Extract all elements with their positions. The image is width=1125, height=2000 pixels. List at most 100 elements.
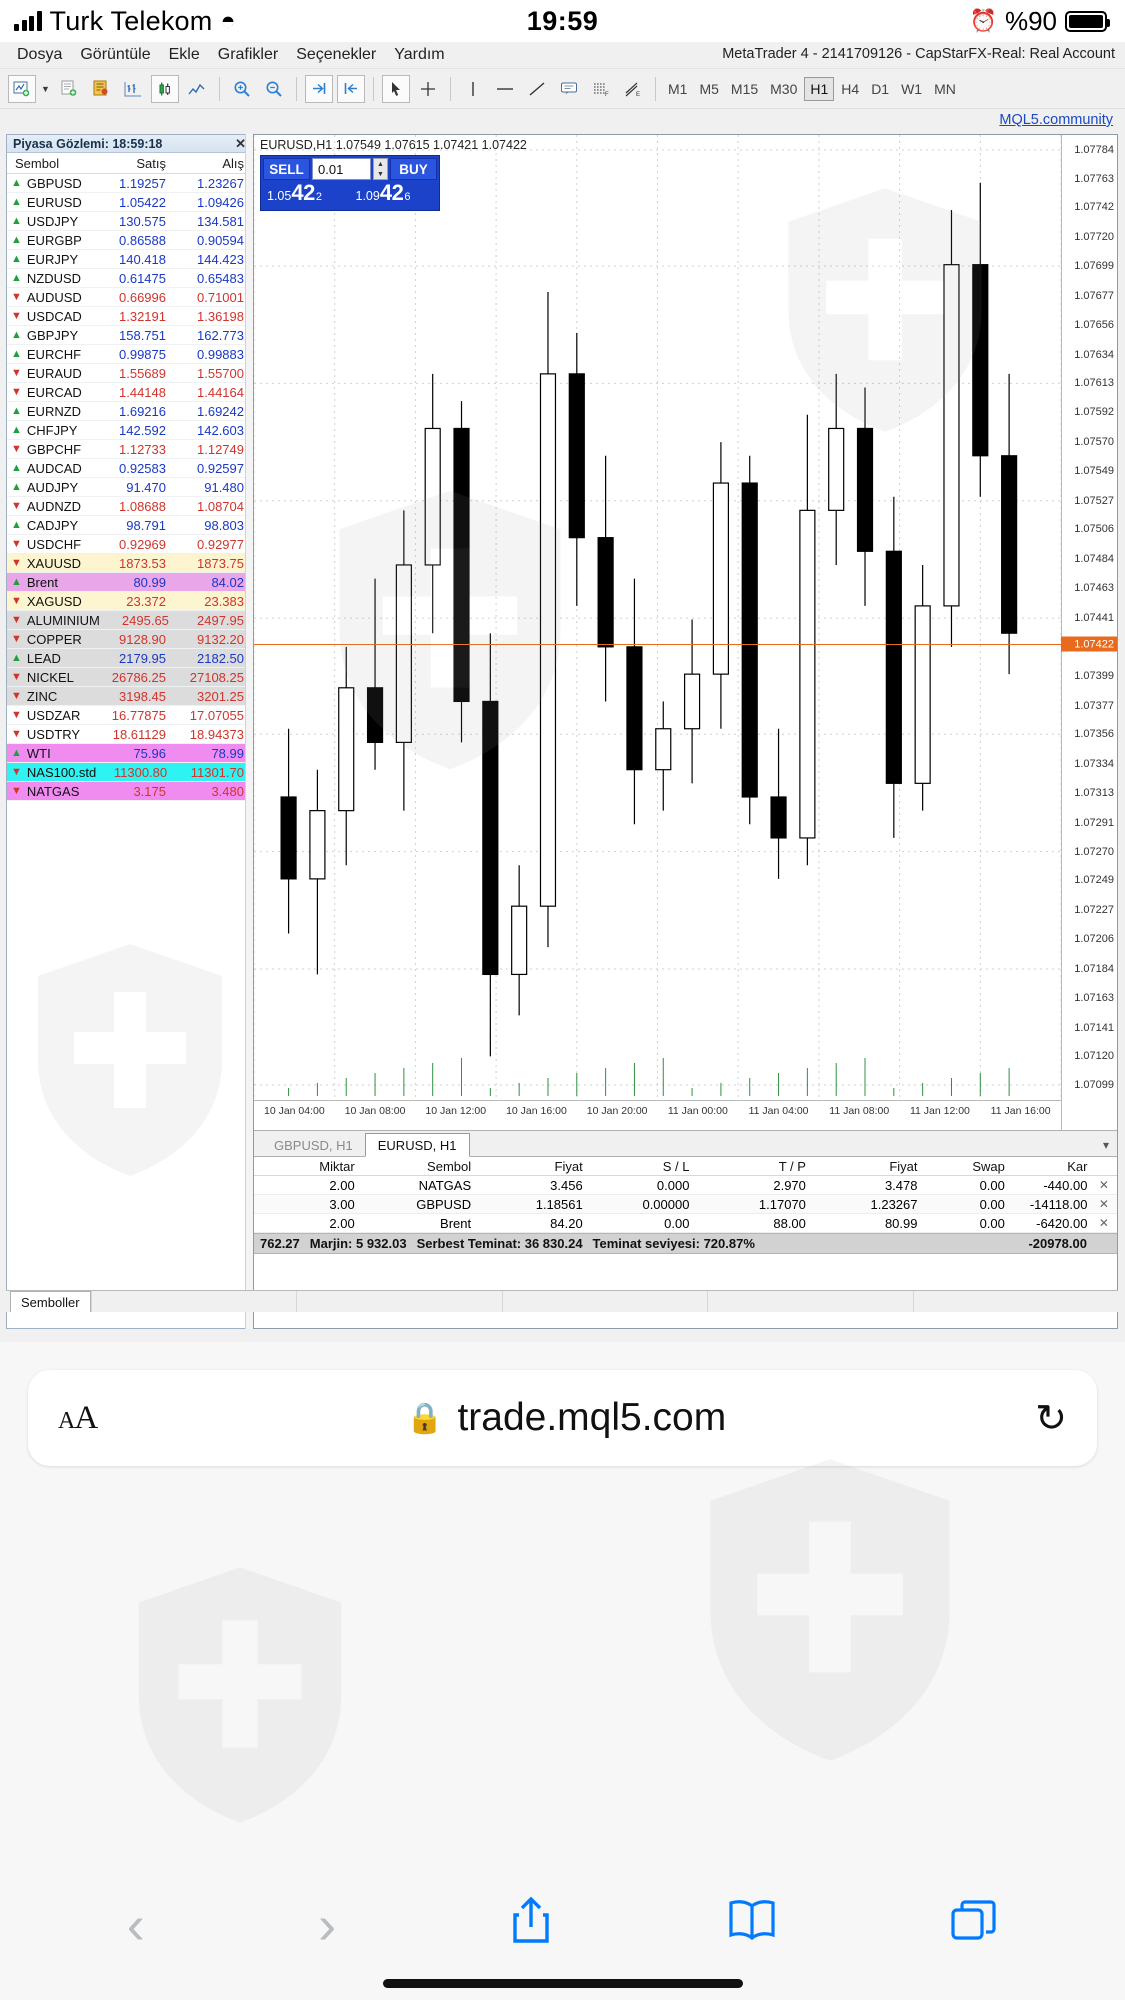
market-watch-row[interactable]: ▼ ALUMINIUM 2495.65 2497.95: [7, 611, 250, 630]
market-watch-row[interactable]: ▼ XAUUSD 1873.53 1873.75: [7, 554, 250, 573]
market-watch-row[interactable]: ▼ AUDUSD 0.66996 0.71001: [7, 288, 250, 307]
timeframe-m30[interactable]: M30: [770, 80, 798, 97]
column-header-swap[interactable]: Swap: [972, 1158, 1005, 1174]
volume-input[interactable]: 0.01: [312, 158, 371, 180]
menu-item-ekle[interactable]: Ekle: [168, 46, 200, 63]
market-watch-row[interactable]: ▲ AUDJPY 91.470 91.480: [7, 478, 250, 497]
column-header-fiyat-open[interactable]: Fiyat: [554, 1158, 583, 1174]
timeframe-w1[interactable]: W1: [901, 80, 923, 97]
market-watch-row[interactable]: ▼ USDZAR 16.77875 17.07055: [7, 706, 250, 725]
timeframe-h1[interactable]: H1: [804, 76, 835, 101]
market-watch-row[interactable]: ▼ GBPCHF 1.12733 1.12749: [7, 440, 250, 459]
price-axis[interactable]: 1.07784 1.07763 1.07742 1.07720 1.07699 1.076…: [1061, 135, 1117, 1130]
url-display[interactable]: 🔒 trade.mql5.com: [97, 1396, 1035, 1440]
market-watch-row[interactable]: ▼ NAS100.std 11300.80 11301.70: [7, 763, 250, 782]
mql5-community-link[interactable]: MQL5.community: [0, 109, 1125, 130]
sell-price-quote[interactable]: 1.05 42 2: [263, 182, 349, 208]
column-header-kar[interactable]: Kar: [1067, 1158, 1088, 1174]
scroll-end-icon[interactable]: [305, 74, 333, 103]
column-header-sl[interactable]: S / L: [662, 1158, 690, 1174]
market-watch-row[interactable]: ▲ AUDCAD 0.92583 0.92597: [7, 459, 250, 478]
chart-plot[interactable]: [254, 135, 1062, 1100]
close-position-icon[interactable]: ✕: [1098, 1197, 1109, 1211]
timeframe-d1[interactable]: D1: [871, 80, 890, 97]
text-label-icon[interactable]: [555, 75, 583, 103]
market-watch-row[interactable]: ▲ EURGBP 0.86588 0.90594: [7, 231, 250, 250]
market-watch-row[interactable]: ▲ CHFJPY 142.592 142.603: [7, 421, 250, 440]
new-order-icon[interactable]: [55, 75, 83, 103]
chart-shift-icon[interactable]: [337, 74, 365, 103]
menu-item-grafikler[interactable]: Grafikler: [217, 46, 279, 63]
market-watch-row[interactable]: ▲ WTI 75.96 78.99: [7, 744, 250, 763]
table-row[interactable]: 2.00 Brent 84.20 0.00 88.00 80.99 0.00 -6420.00…: [254, 1214, 1117, 1233]
reload-icon[interactable]: ↻: [1035, 1397, 1067, 1440]
equidistant-channel-icon[interactable]: E: [619, 75, 647, 103]
market-watch-row[interactable]: ▼ USDTRY 18.61129 18.94373: [7, 725, 250, 744]
column-header-symbol[interactable]: Sembol: [15, 155, 60, 171]
market-watch-row[interactable]: ▲ EURJPY 140.418 144.423: [7, 250, 250, 269]
line-chart-icon[interactable]: [183, 75, 211, 103]
column-header-ask[interactable]: Alış: [222, 155, 244, 171]
candlestick-chart-icon[interactable]: [151, 74, 179, 103]
market-watch-row[interactable]: ▼ AUDNZD 1.08688 1.08704: [7, 497, 250, 516]
column-header-tp[interactable]: T / P: [778, 1158, 806, 1174]
fibonacci-icon[interactable]: F: [587, 75, 615, 103]
timeframe-m15[interactable]: M15: [730, 80, 759, 97]
close-position-icon[interactable]: ✕: [1098, 1216, 1109, 1230]
time-axis[interactable]: 10 Jan 04:00 10 Jan 08:00 10 Jan 12:00 10 J…: [254, 1100, 1061, 1130]
market-watch-row[interactable]: ▲ NZDUSD 0.61475 0.65483: [7, 269, 250, 288]
bar-chart-icon[interactable]: [119, 75, 147, 103]
crosshair-icon[interactable]: [414, 75, 442, 103]
new-chart-icon[interactable]: [8, 74, 36, 103]
market-watch-row[interactable]: ▲ CADJPY 98.791 98.803: [7, 516, 250, 535]
market-watch-row[interactable]: ▲ GBPJPY 158.751 162.773: [7, 326, 250, 345]
market-watch-row[interactable]: ▼ NICKEL 26786.25 27108.25: [7, 668, 250, 687]
menu-item-goruntule[interactable]: Görüntüle: [80, 46, 151, 63]
chart-area[interactable]: EURUSD,H1 1.07549 1.07615 1.07421 1.0742…: [254, 135, 1117, 1130]
market-watch-row[interactable]: ▲ LEAD 2179.95 2182.50: [7, 649, 250, 668]
timeframe-mn[interactable]: MN: [934, 80, 956, 97]
tabs-icon[interactable]: [950, 1898, 998, 1953]
market-watch-row[interactable]: ▼ USDCAD 1.32191 1.36198: [7, 307, 250, 326]
buy-button[interactable]: BUY: [390, 158, 437, 180]
close-icon[interactable]: ✕: [235, 135, 246, 151]
column-header-miktar[interactable]: Miktar: [319, 1158, 355, 1174]
horizontal-line-icon[interactable]: [491, 75, 519, 103]
market-watch-row[interactable]: ▲ GBPUSD 1.19257 1.23267: [7, 174, 250, 193]
timeframe-m1[interactable]: M1: [668, 80, 688, 97]
menu-item-yardim[interactable]: Yardım: [394, 46, 445, 63]
timeframe-h4[interactable]: H4: [841, 80, 860, 97]
tab-semboller[interactable]: Semboller: [10, 1291, 91, 1312]
menu-item-dosya[interactable]: Dosya: [17, 46, 63, 63]
spinner-arrows-icon[interactable]: ▲ ▼: [373, 158, 388, 180]
zoom-out-icon[interactable]: [260, 75, 288, 103]
market-watch-row[interactable]: ▲ Brent 80.99 84.02: [7, 573, 250, 592]
chevron-left-icon[interactable]: ‹: [126, 1895, 145, 1955]
text-size-button[interactable]: AA: [58, 1399, 98, 1436]
timeframe-m5[interactable]: M5: [699, 80, 719, 97]
market-watch-row[interactable]: ▼ COPPER 9128.90 9132.20: [7, 630, 250, 649]
sell-button[interactable]: SELL: [263, 158, 310, 180]
zoom-in-icon[interactable]: [228, 75, 256, 103]
market-watch-row[interactable]: ▼ USDCHF 0.92969 0.92977: [7, 535, 250, 554]
chevron-down-icon[interactable]: ▼: [41, 83, 50, 94]
vertical-line-icon[interactable]: [459, 75, 487, 103]
column-header-fiyat-current[interactable]: Fiyat: [889, 1158, 918, 1174]
cursor-icon[interactable]: [382, 74, 410, 103]
book-icon[interactable]: [727, 1898, 777, 1953]
menu-item-secenekler[interactable]: Seçenekler: [296, 46, 377, 63]
chart-tab-eurusd[interactable]: EURUSD, H1: [364, 1133, 470, 1157]
close-position-icon[interactable]: ✕: [1098, 1178, 1109, 1192]
buy-price-quote[interactable]: 1.09 42 6: [351, 182, 437, 208]
market-watch-row[interactable]: ▼ NATGAS 3.175 3.480: [7, 782, 250, 801]
chevron-right-icon[interactable]: ›: [318, 1895, 337, 1955]
chevron-down-icon[interactable]: ▾: [1102, 1138, 1109, 1152]
algo-trading-icon[interactable]: [87, 75, 115, 103]
market-watch-row[interactable]: ▲ EURNZD 1.69216 1.69242: [7, 402, 250, 421]
market-watch-row[interactable]: ▲ USDJPY 130.575 134.581: [7, 212, 250, 231]
market-watch-scrollbar[interactable]: [245, 134, 253, 1329]
address-bar[interactable]: AA 🔒 trade.mql5.com ↻: [28, 1370, 1097, 1466]
market-watch-row[interactable]: ▼ EURAUD 1.55689 1.55700: [7, 364, 250, 383]
table-row[interactable]: 3.00 GBPUSD 1.18561 0.00000 1.17070 1.23267 0.…: [254, 1195, 1117, 1214]
market-watch-row[interactable]: ▼ EURCAD 1.44148 1.44164: [7, 383, 250, 402]
